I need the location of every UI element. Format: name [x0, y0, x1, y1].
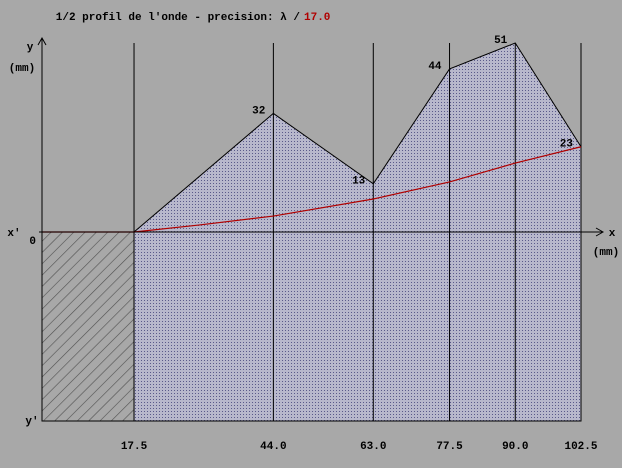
title-value: 17.0	[304, 12, 330, 24]
y-tick-label: 0	[29, 236, 36, 248]
y-axis-arrow	[37, 36, 47, 46]
data-label: 13	[352, 176, 366, 188]
curve	[42, 146, 582, 233]
x-tick-label: 90.0	[502, 441, 528, 453]
y-axis-unit: (mm)	[9, 63, 35, 75]
data-label: 23	[560, 139, 574, 151]
x-tick-label: 17.5	[121, 441, 148, 453]
hatched-zone	[41, 231, 135, 422]
y-axis-label: y	[27, 42, 34, 54]
x-axis-label: x	[609, 228, 616, 240]
y-neg-label: y'	[25, 416, 38, 428]
x-tick-label: 63.0	[360, 441, 386, 453]
x-tick-label: 44.0	[260, 441, 286, 453]
x-axis-arrow	[595, 227, 605, 237]
data-label: 32	[252, 105, 265, 117]
x-axis-unit: (mm)	[593, 247, 619, 259]
x-neg-label: x'	[7, 228, 20, 240]
data-label: 51	[494, 35, 508, 47]
x-tick-label: 102.5	[564, 441, 597, 453]
x-tick-label: 77.5	[436, 441, 463, 453]
data-label: 44	[428, 61, 442, 73]
chart-title: 1/2 profil de l'onde - precision: λ /	[56, 12, 301, 24]
